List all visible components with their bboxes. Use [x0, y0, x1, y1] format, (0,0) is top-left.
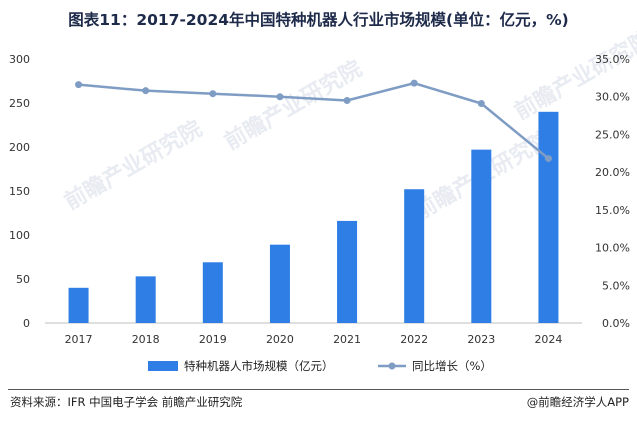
line-point [276, 93, 284, 101]
bar-series [68, 111, 559, 323]
right-axis-tick-label: 20.0% [595, 166, 630, 179]
bar [538, 111, 559, 323]
watermark-text: 前瞻产业研究院 [60, 116, 206, 216]
bar [404, 189, 425, 323]
left-axis-tick-label: 200 [9, 141, 30, 154]
right-axis-tick-label: 0.0% [602, 317, 630, 330]
right-axis-tick-label: 30.0% [595, 91, 630, 104]
right-axis-tick-label: 15.0% [595, 204, 630, 217]
bar [135, 276, 156, 323]
x-axis-tick-label: 2017 [65, 333, 93, 346]
left-axis-tick-label: 100 [9, 229, 30, 242]
bar [337, 220, 358, 323]
left-axis-tick-label: 50 [16, 273, 30, 286]
chart-title: 图表11：2017-2024年中国特种机器人行业市场规模(单位：亿元，%) [68, 11, 569, 29]
right-axis-ticks: 0.0% 5.0% 10.0% 15.0% 20.0% 25.0% 30.0% 35.0% [595, 53, 630, 330]
x-axis-tick-label: 2023 [467, 333, 495, 346]
line-point [209, 90, 217, 98]
left-axis-tick-label: 150 [9, 185, 30, 198]
right-axis-tick-label: 25.0% [595, 128, 630, 141]
bar [202, 262, 223, 323]
growth-line [78, 81, 550, 160]
x-axis-tick-label: 2020 [266, 333, 294, 346]
watermark-text: 前瞻产业研究院 [220, 56, 366, 156]
x-axis-tick-label: 2022 [400, 333, 428, 346]
legend: 特种机器人市场规模（亿元） 同比增长（%） [148, 359, 492, 373]
left-axis-tick-label: 250 [9, 97, 30, 110]
left-axis-tick-label: 0 [23, 317, 30, 330]
x-axis-tick-label: 2024 [534, 333, 562, 346]
line-point [142, 87, 150, 95]
legend-bar-swatch [148, 361, 178, 371]
x-axis-tick-label: 2021 [333, 333, 361, 346]
line-point [544, 155, 552, 163]
footer-divider [8, 389, 629, 390]
left-axis-tick-label: 300 [9, 53, 30, 66]
bar [68, 287, 89, 323]
bar [269, 244, 290, 323]
line-series [75, 79, 552, 163]
brand-credit: @前瞻经济学人APP [526, 395, 629, 409]
legend-line-marker [388, 362, 396, 370]
right-axis-tick-label: 5.0% [602, 279, 630, 292]
right-axis-tick-label: 35.0% [595, 53, 630, 66]
legend-bar-label: 特种机器人市场规模（亿元） [184, 359, 334, 373]
line-point [477, 100, 485, 108]
legend-line-label: 同比增长（%） [412, 359, 492, 373]
x-axis-tick-label: 2019 [199, 333, 227, 346]
line-point [75, 81, 83, 89]
right-axis-tick-label: 10.0% [595, 242, 630, 255]
line-point [343, 96, 351, 104]
left-axis-ticks: 0 50 100 150 200 250 300 [9, 53, 30, 330]
x-axis-ticks: 2017 2018 2019 2020 2021 2022 2023 2024 [65, 333, 563, 346]
watermark-text: 前瞻产业研究院 [510, 26, 637, 126]
source-note: 资料来源：IFR 中国电子学会 前瞻产业研究院 [10, 395, 243, 409]
bar [471, 149, 492, 323]
x-axis-tick-label: 2018 [132, 333, 160, 346]
chart-area: 前瞻产业研究院前瞻产业研究院前瞻产业研究院前瞻产业研究院 05010015020… [9, 26, 637, 373]
line-point [410, 79, 418, 87]
